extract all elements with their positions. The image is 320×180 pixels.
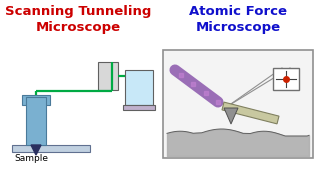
Polygon shape <box>224 108 238 124</box>
Bar <box>273 68 299 90</box>
Bar <box>12 145 90 152</box>
Bar <box>163 50 313 158</box>
Bar <box>98 62 118 90</box>
Text: Sample: Sample <box>14 154 48 163</box>
Bar <box>26 97 46 145</box>
Bar <box>123 105 155 110</box>
Bar <box>22 95 50 105</box>
Polygon shape <box>31 145 41 155</box>
Text: Atomic Force
Microscope: Atomic Force Microscope <box>189 5 287 33</box>
Polygon shape <box>222 102 279 124</box>
Text: Scanning Tunneling
Microscope: Scanning Tunneling Microscope <box>5 5 151 33</box>
Bar <box>125 70 153 105</box>
